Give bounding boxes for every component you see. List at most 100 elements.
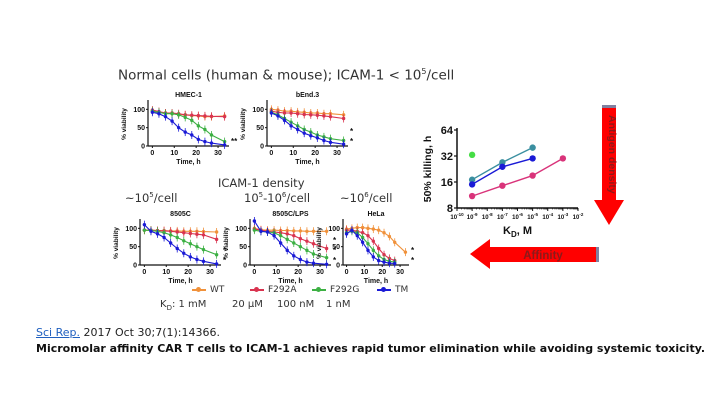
data-point <box>175 230 179 234</box>
x-axis-label: KD, M <box>503 225 532 238</box>
data-point <box>272 233 276 238</box>
data-point <box>163 114 168 119</box>
data-point <box>309 113 313 117</box>
x-tick-label: 0 <box>252 269 256 276</box>
data-point <box>315 113 320 117</box>
y-tick-label: 64 <box>441 125 454 137</box>
data-point <box>341 142 346 146</box>
data-point <box>322 138 326 143</box>
data-point <box>201 247 206 252</box>
data-point <box>371 239 376 243</box>
data-point <box>302 112 306 117</box>
legend: WT F292A F292G TM <box>172 285 422 299</box>
x-tick-exponent: -3 <box>564 212 568 217</box>
data-point <box>190 118 194 123</box>
legend-item-wt: WT <box>192 285 224 295</box>
chart-title: 8505C <box>170 211 191 218</box>
series-line-f292g <box>346 230 395 263</box>
data-point <box>376 228 381 232</box>
data-point <box>157 112 161 116</box>
x-tick-label: 10-2 <box>573 212 584 221</box>
series-line-tm <box>152 111 225 146</box>
data-point <box>371 255 376 259</box>
x-tick-label: 10 <box>162 269 170 276</box>
x-tick-label: 30 <box>214 150 222 157</box>
data-point <box>265 230 270 234</box>
data-point-teal <box>499 159 506 166</box>
data-point <box>382 253 386 257</box>
data-point <box>214 237 219 242</box>
arrow-head <box>594 200 624 225</box>
x-tick-exponent: -4 <box>549 212 553 217</box>
data-point <box>176 125 181 130</box>
data-point <box>196 124 201 128</box>
chart-bend3: bEnd.3 0 50 100 0 10 20 30 Time, h % viability ** <box>240 92 354 166</box>
data-point <box>366 248 370 253</box>
data-point <box>285 232 289 236</box>
data-point <box>182 239 186 243</box>
data-point <box>324 262 329 266</box>
data-point <box>324 229 329 233</box>
data-point <box>214 230 219 234</box>
x-axis-label-sub: D <box>511 230 517 238</box>
data-point <box>360 231 365 235</box>
data-point <box>324 246 329 251</box>
x-tick-label: 30 <box>316 269 324 276</box>
data-point <box>305 260 309 264</box>
y-tick-label: 16 <box>441 177 453 189</box>
kd-f292a: 20 µM <box>232 299 263 310</box>
data-point <box>350 228 354 232</box>
data-point <box>360 240 365 244</box>
y-axis-label: 50% killing, h <box>422 136 434 203</box>
arrow-shaft <box>602 108 616 200</box>
data-point <box>366 233 370 238</box>
kd-label: K <box>160 299 167 310</box>
y-tick-label: 0 <box>133 263 137 270</box>
density-mid: 105-106/cell <box>244 191 311 205</box>
x-axis-label: Time, h <box>295 159 319 166</box>
data-point <box>315 136 320 140</box>
journal-link[interactable]: Sci Rep. <box>36 326 80 339</box>
kd-row: KD: 1 mM <box>160 299 207 312</box>
data-point <box>328 114 333 119</box>
series-line-wt <box>271 108 344 116</box>
data-point <box>382 260 386 264</box>
y-tick-label: 100 <box>125 226 137 233</box>
data-point <box>305 239 309 243</box>
y-tick-label: 100 <box>252 107 264 114</box>
data-point <box>295 112 300 116</box>
affinity-label: Affinity <box>523 250 563 262</box>
data-point <box>188 255 193 259</box>
data-point <box>292 233 296 238</box>
data-point <box>222 143 227 147</box>
data-point <box>190 133 194 137</box>
x-tick-exponent: -5 <box>534 212 538 217</box>
x-tick-label: 20 <box>311 150 319 157</box>
significance-mark: * <box>333 236 337 245</box>
x-axis-label: Time, h <box>176 159 200 166</box>
x-tick-label: 10-9 <box>467 212 478 221</box>
x-tick-exponent: -6 <box>519 212 523 217</box>
data-point <box>366 242 370 246</box>
y-axis-label: % viability <box>113 227 120 259</box>
legend-item-f292a: F292A <box>250 285 297 295</box>
data-point <box>175 235 179 240</box>
data-point <box>252 228 257 232</box>
data-point <box>311 229 316 233</box>
data-point <box>182 251 186 255</box>
data-point <box>302 131 306 135</box>
legend-marker <box>377 287 391 292</box>
x-axis-label: Time, h <box>168 278 192 285</box>
data-point <box>201 259 206 264</box>
arrow-left-icon: Affinity <box>470 239 599 269</box>
chart-title: HeLa <box>367 211 384 218</box>
data-point <box>344 232 349 236</box>
data-point <box>393 240 397 244</box>
data-point <box>298 244 303 249</box>
data-point <box>305 248 309 253</box>
heading-sup: 5 <box>421 67 427 76</box>
x-tick-label: 10-6 <box>512 212 523 221</box>
arrow-body <box>470 239 596 269</box>
affinity-arrow: Affinity <box>468 237 608 271</box>
